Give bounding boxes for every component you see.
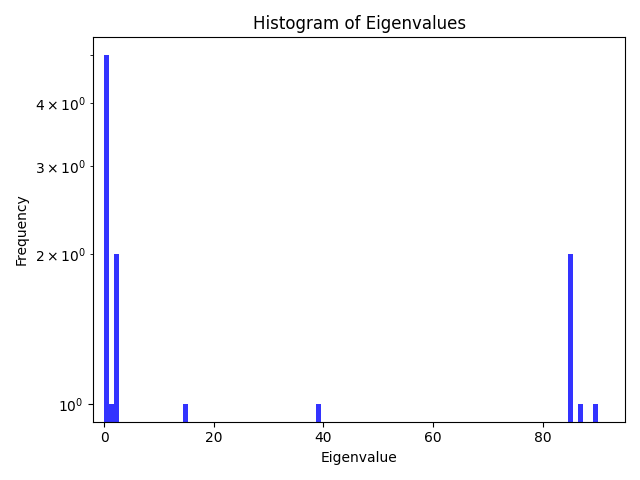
Bar [317,404,321,480]
Bar [104,55,109,480]
Y-axis label: Frequency: Frequency [15,193,29,265]
Bar [109,404,115,480]
Bar [578,404,583,480]
Bar [183,404,188,480]
Bar [568,254,573,480]
Bar [115,254,119,480]
Title: Histogram of Eigenvalues: Histogram of Eigenvalues [253,15,466,33]
Bar [593,404,598,480]
X-axis label: Eigenvalue: Eigenvalue [321,451,397,465]
